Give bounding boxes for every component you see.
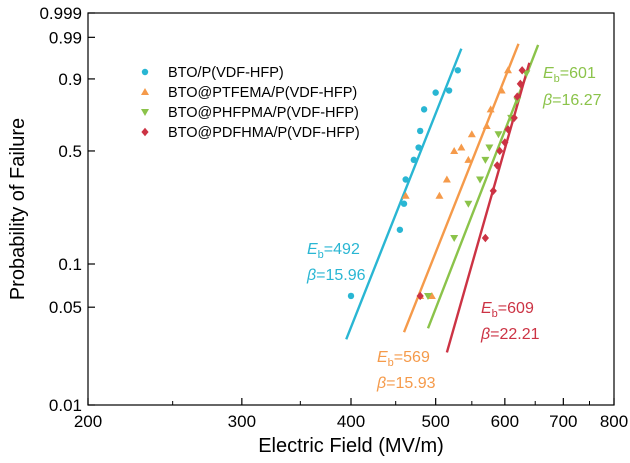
data-point	[513, 92, 521, 101]
data-point	[485, 144, 494, 152]
plot-frame	[87, 12, 615, 406]
data-point	[400, 200, 408, 207]
data-point	[416, 291, 424, 301]
x-tick-label: 600	[491, 412, 519, 431]
fit-line	[345, 48, 463, 340]
data-point	[427, 291, 436, 299]
data-point	[501, 138, 509, 147]
x-tick-label: 800	[600, 412, 628, 431]
data-point	[420, 106, 428, 113]
legend-marker	[141, 68, 149, 76]
data-point	[489, 186, 497, 196]
eb-annotation: Eb=492	[307, 241, 360, 261]
beta-annotation: β=15.96	[306, 267, 366, 284]
x-tick-label: 300	[228, 412, 256, 431]
data-point	[482, 122, 491, 130]
beta-annotation: β=15.93	[376, 375, 436, 392]
data-point	[450, 234, 459, 242]
data-point	[516, 79, 524, 89]
data-point	[457, 143, 466, 151]
data-point	[435, 191, 444, 199]
data-point	[497, 86, 506, 94]
axis-tick-labels: 200 300 400 500 600 700 800 0.01 0.05 0.1 0.5 0.9 0.…	[39, 4, 628, 431]
data-point	[415, 144, 422, 151]
x-axis-title: Electric Field (MV/m)	[258, 435, 444, 457]
y-tick-label: 0.5	[58, 142, 82, 161]
fit-line	[445, 62, 531, 353]
y-tick-label: 0.9	[58, 70, 82, 89]
legend-label: BTO@PTFEMA/P(VDF-HFP)	[168, 85, 357, 101]
data-point	[481, 233, 489, 243]
fit-line	[402, 43, 520, 333]
data-point	[424, 292, 433, 300]
data-point	[496, 146, 504, 156]
data-point	[445, 87, 453, 94]
x-tick-label: 200	[74, 412, 102, 431]
data-point	[493, 161, 501, 170]
data-point	[476, 176, 485, 184]
legend-label: BTO@PHFPMA/P(VDF-HFP)	[168, 105, 359, 121]
data-point	[467, 130, 476, 138]
legend-label: BTO/P(VDF-HFP)	[168, 65, 284, 81]
legend-label: BTO@PDFHMA/P(VDF-HFP)	[168, 125, 360, 141]
y-tick-label: 0.01	[49, 396, 82, 415]
data-point	[513, 97, 522, 105]
data-point	[481, 156, 490, 164]
eb-annotation: Eb=601	[543, 65, 596, 85]
eb-annotation: Eb=569	[377, 349, 430, 369]
y-axis-title: Probability of Failure	[7, 118, 29, 300]
legend-marker	[141, 88, 149, 95]
data-point	[522, 70, 531, 78]
data-point	[410, 156, 418, 164]
data-point	[464, 200, 473, 208]
data-point	[450, 146, 459, 154]
eb-annotation: Eb=609	[481, 300, 534, 320]
legend: BTO/P(VDF-HFP) BTO@PTFEMA/P(VDF-HFP) BTO@P…	[141, 65, 360, 141]
data-point	[401, 191, 410, 199]
y-tick-label: 0.99	[49, 28, 82, 47]
data-point	[486, 105, 495, 113]
y-tick-label: 0.999	[39, 4, 82, 23]
data-point	[402, 176, 409, 183]
beta-annotation: β=22.21	[480, 326, 540, 343]
data-point	[347, 292, 355, 300]
data-point	[494, 131, 503, 139]
data-point	[504, 125, 512, 134]
data-point	[396, 226, 404, 233]
x-tick-label: 400	[337, 412, 365, 431]
data-point	[503, 66, 512, 74]
y-tick-label: 0.1	[58, 255, 82, 274]
data-point	[416, 127, 424, 135]
data-point	[442, 175, 451, 183]
data-markers	[347, 66, 531, 301]
x-tick-label: 700	[549, 412, 577, 431]
beta-annotation: β=16.27	[542, 92, 602, 109]
data-point	[432, 89, 439, 96]
weibull-annotations: Eb=492 β=15.96 Eb=569 β=15.93 Eb=601 β=16.27 E…	[306, 65, 602, 392]
axis-ticks	[87, 12, 615, 406]
data-point	[454, 67, 461, 74]
data-point	[518, 66, 526, 75]
x-tick-label: 500	[421, 412, 449, 431]
legend-marker	[141, 127, 149, 137]
data-point	[464, 155, 473, 163]
data-point	[510, 113, 518, 123]
legend-marker	[141, 109, 149, 116]
y-tick-label: 0.05	[49, 298, 82, 317]
